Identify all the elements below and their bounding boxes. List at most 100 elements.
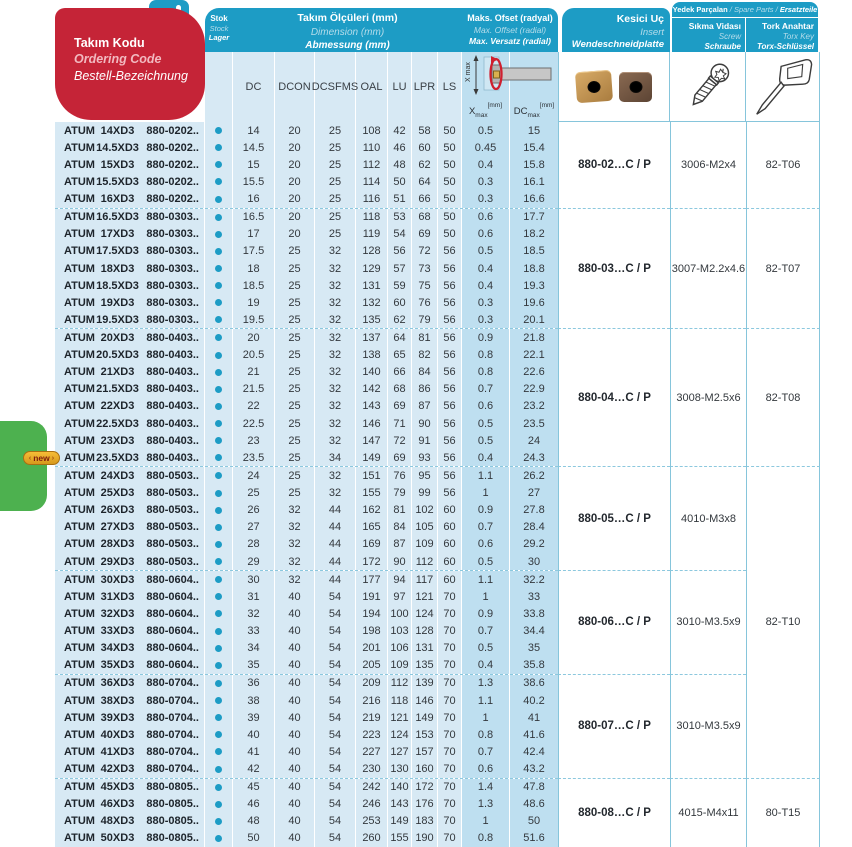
cell-dc: 29 bbox=[233, 553, 275, 571]
cell-lpr: 81 bbox=[412, 329, 438, 347]
cell-oal: 140 bbox=[356, 363, 388, 381]
cell-lpr: 99 bbox=[412, 484, 438, 502]
new-badge-right-arrow-icon: › bbox=[51, 454, 55, 462]
row-label-part: 32XD3 bbox=[100, 607, 135, 620]
row-group: ATUM 16.5XD3 880-0303.. 16.5 20 25 118 53 68 50 0.… bbox=[55, 207, 820, 329]
col-label-lpr: LPR bbox=[412, 52, 438, 122]
row-label: ATUM 30XD3 880-0604.. bbox=[55, 571, 205, 589]
row-label-part: ATUM bbox=[64, 451, 95, 464]
cell-ls: 70 bbox=[438, 709, 462, 727]
cell-lu: 100 bbox=[388, 605, 412, 623]
stock-dot bbox=[215, 437, 222, 445]
cell-lpr: 153 bbox=[412, 726, 438, 744]
row-label: ATUM 31XD3 880-0604.. bbox=[55, 588, 205, 606]
cell-lpr: 109 bbox=[412, 535, 438, 553]
row-label-part: 880-0604.. bbox=[146, 642, 199, 655]
row-label-part: 880-0704.. bbox=[146, 677, 199, 690]
cell-dc: 42 bbox=[233, 760, 275, 778]
cell-lu: 140 bbox=[388, 778, 412, 796]
row-label-part: 39XD3 bbox=[100, 711, 135, 724]
cell-dcmax: 28.4 bbox=[510, 518, 558, 536]
stock-cell bbox=[205, 329, 233, 347]
cell-lu: 60 bbox=[388, 294, 412, 312]
cell-lu: 109 bbox=[388, 656, 412, 674]
cell-dcmax: 27 bbox=[510, 484, 558, 502]
cell-dc: 17 bbox=[233, 225, 275, 243]
cell-dcsfms: 44 bbox=[315, 501, 356, 519]
cell-dcon: 40 bbox=[275, 709, 315, 727]
insert-photos-cell bbox=[558, 52, 670, 122]
stock-dot bbox=[215, 282, 222, 290]
cell-lu: 84 bbox=[388, 518, 412, 536]
stock-cell bbox=[205, 743, 233, 761]
cell-dcon: 25 bbox=[275, 346, 315, 364]
stock-dot bbox=[215, 661, 222, 669]
cell-dc: 19 bbox=[233, 294, 275, 312]
spare-parts-sep: / bbox=[773, 5, 780, 14]
row-label: ATUM 15.5XD3 880-0202.. bbox=[55, 173, 205, 191]
cell-dcsfms: 32 bbox=[315, 329, 356, 347]
cell-dcon: 40 bbox=[275, 795, 315, 813]
cell-dc: 18 bbox=[233, 259, 275, 278]
cell-dcsfms: 54 bbox=[315, 691, 356, 710]
cell-oal: 151 bbox=[356, 467, 388, 485]
cell-oal: 169 bbox=[356, 535, 388, 553]
row-label: ATUM 22XD3 880-0403.. bbox=[55, 397, 205, 416]
cell-ls: 50 bbox=[438, 122, 462, 140]
stock-cell bbox=[205, 467, 233, 485]
cell-dcsfms: 32 bbox=[315, 363, 356, 381]
row-label-part: ATUM bbox=[64, 313, 95, 326]
row-label-part: 36XD3 bbox=[100, 677, 135, 690]
cell-xmax: 1.1 bbox=[462, 691, 510, 710]
stock-cell bbox=[205, 588, 233, 606]
cell-xmax: 0.8 bbox=[462, 829, 510, 847]
stock-cell bbox=[205, 242, 233, 260]
cell-dcmax: 23.2 bbox=[510, 397, 558, 416]
row-label-part: 15XD3 bbox=[100, 158, 135, 171]
table-row: ATUM 29XD3 880-0503.. 29 32 44 172 90 112 60 0.5 30 bbox=[55, 553, 558, 571]
cell-ls: 56 bbox=[438, 467, 462, 485]
row-label-part: 880-0303.. bbox=[146, 279, 199, 292]
screw-code: 4015-M4x11 bbox=[670, 777, 746, 847]
cell-dcsfms: 32 bbox=[315, 277, 356, 295]
cell-dcmax: 19.3 bbox=[510, 277, 558, 295]
cell-ls: 56 bbox=[438, 311, 462, 329]
row-label-part: 880-0202.. bbox=[146, 124, 199, 137]
cell-lpr: 146 bbox=[412, 691, 438, 710]
cell-xmax: 1.3 bbox=[462, 795, 510, 813]
new-badge: ‹ new › bbox=[23, 451, 60, 465]
row-label-part: 880-0303.. bbox=[146, 296, 199, 309]
cell-dcsfms: 54 bbox=[315, 656, 356, 674]
stock-cell bbox=[205, 415, 233, 433]
cell-dcon: 32 bbox=[275, 518, 315, 536]
cell-dcsfms: 32 bbox=[315, 311, 356, 329]
cell-ls: 56 bbox=[438, 363, 462, 381]
row-label-part: 33XD3 bbox=[100, 625, 135, 638]
cell-oal: 194 bbox=[356, 605, 388, 623]
table-row: ATUM 31XD3 880-0604.. 31 40 54 191 97 121 70 1 33 bbox=[55, 588, 558, 606]
row-group: ATUM 36XD3 880-0704.. 36 40 54 209 112 139 70 1.3 3… bbox=[55, 673, 820, 778]
cell-oal: 149 bbox=[356, 449, 388, 467]
cell-xmax: 1.3 bbox=[462, 674, 510, 692]
row-label-part: ATUM bbox=[64, 677, 95, 690]
cell-ls: 70 bbox=[438, 588, 462, 606]
stock-cell bbox=[205, 726, 233, 744]
insert-photo-light bbox=[574, 69, 614, 104]
cell-lpr: 62 bbox=[412, 156, 438, 174]
stock-dot bbox=[215, 127, 222, 135]
cell-lpr: 75 bbox=[412, 277, 438, 295]
cell-dc: 20 bbox=[233, 329, 275, 347]
cell-dc: 48 bbox=[233, 812, 275, 830]
cell-oal: 138 bbox=[356, 346, 388, 364]
row-label-part: 23.5XD3 bbox=[96, 451, 139, 464]
row-label-part: 15.5XD3 bbox=[96, 175, 139, 188]
row-label-part: ATUM bbox=[64, 349, 95, 362]
row-label: ATUM 48XD3 880-0805.. bbox=[55, 812, 205, 830]
cell-lpr: 121 bbox=[412, 588, 438, 606]
cell-ls: 56 bbox=[438, 329, 462, 347]
screw-title-en: Screw bbox=[718, 31, 741, 41]
cell-dc: 18.5 bbox=[233, 277, 275, 295]
cell-xmax: 0.6 bbox=[462, 397, 510, 416]
cell-dcmax: 15.4 bbox=[510, 139, 558, 157]
